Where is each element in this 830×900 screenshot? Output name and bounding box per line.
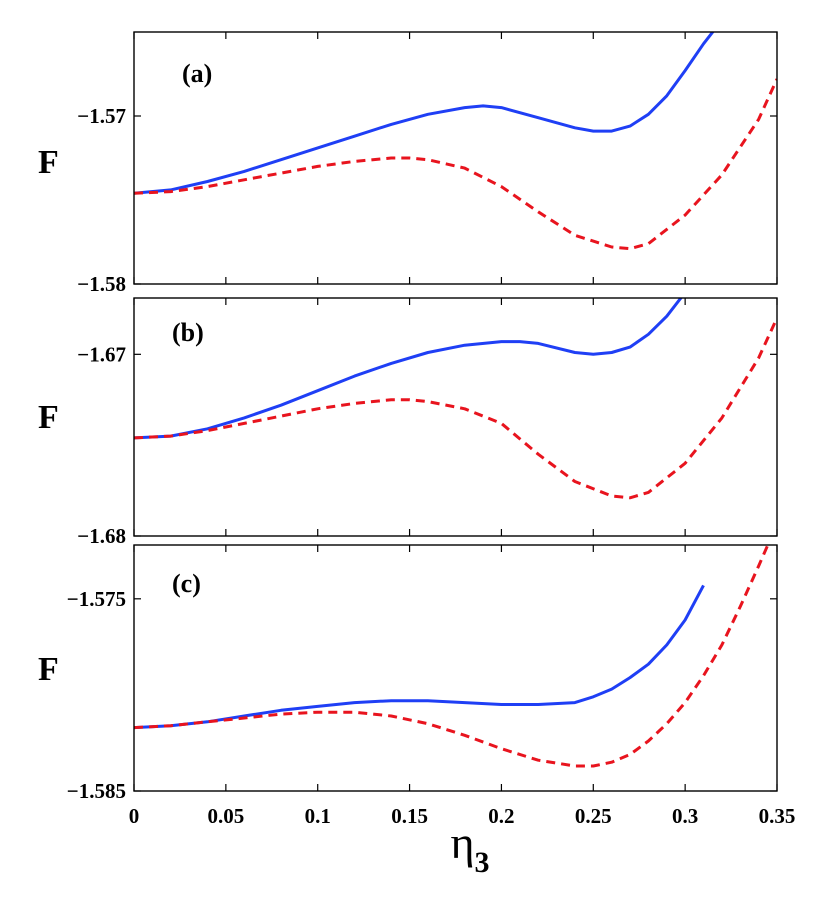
- panel-b-ylabel: F: [38, 399, 59, 436]
- panel-a-dashed-line: [134, 78, 777, 251]
- x-tick-label: 0: [129, 804, 140, 828]
- panel-b-series-group: [134, 298, 777, 500]
- panel-c-label: (c): [172, 569, 201, 598]
- panel-a-clip: [134, 32, 777, 251]
- x-axis-label-subscript: 3: [475, 846, 490, 879]
- x-tick-label: 0.15: [391, 804, 428, 828]
- panel-b-ticks: −1.67 −1.68: [77, 298, 778, 548]
- x-tick-label: 0.35: [759, 804, 796, 828]
- panel-b-clip: [134, 298, 777, 500]
- panel-c-ylabel: F: [38, 651, 59, 688]
- panel-b-label: (b): [172, 318, 204, 347]
- panel-c-solid-line: [134, 584, 705, 730]
- panel-c-series-group: [134, 545, 770, 768]
- x-tick-label: 0.1: [305, 804, 331, 828]
- panel-c-ytick-label: −1.575: [67, 587, 126, 611]
- panel-a-ytick-label: −1.57: [77, 104, 126, 128]
- panel-c-ytick-label: −1.585: [67, 779, 126, 803]
- panel-b-solid-line: [134, 298, 683, 440]
- panel-a-series-group: [134, 32, 777, 251]
- panel-c-dashed-line: [134, 545, 770, 768]
- panel-b-frame: [133, 297, 778, 537]
- panel-b-ytick-label: −1.68: [77, 524, 126, 548]
- panel-a-ticks: −1.57 −1.58: [77, 32, 778, 296]
- panel-a-label: (a): [182, 59, 212, 88]
- panel-b: −1.67 −1.68 (b) F: [38, 297, 778, 548]
- x-tick-label: 0.05: [207, 804, 244, 828]
- panel-b-dashed-line: [134, 317, 777, 500]
- panel-c-frame: [133, 544, 778, 792]
- panel-a-frame: [133, 31, 778, 285]
- panel-a-ytick-label: −1.58: [77, 272, 126, 296]
- x-tick-label: 0.3: [672, 804, 698, 828]
- panel-b-ytick-label: −1.67: [77, 342, 126, 366]
- panel-a-solid-line: [134, 32, 715, 195]
- x-axis-label: η3: [450, 817, 489, 879]
- panel-a-ylabel: F: [38, 144, 59, 181]
- x-axis-label-main: η: [450, 817, 474, 868]
- panel-c-clip: [134, 545, 770, 768]
- x-tick-label: 0.2: [488, 804, 514, 828]
- panel-a: −1.57 −1.58 (a) F: [38, 31, 778, 296]
- x-tick-label: 0.25: [575, 804, 612, 828]
